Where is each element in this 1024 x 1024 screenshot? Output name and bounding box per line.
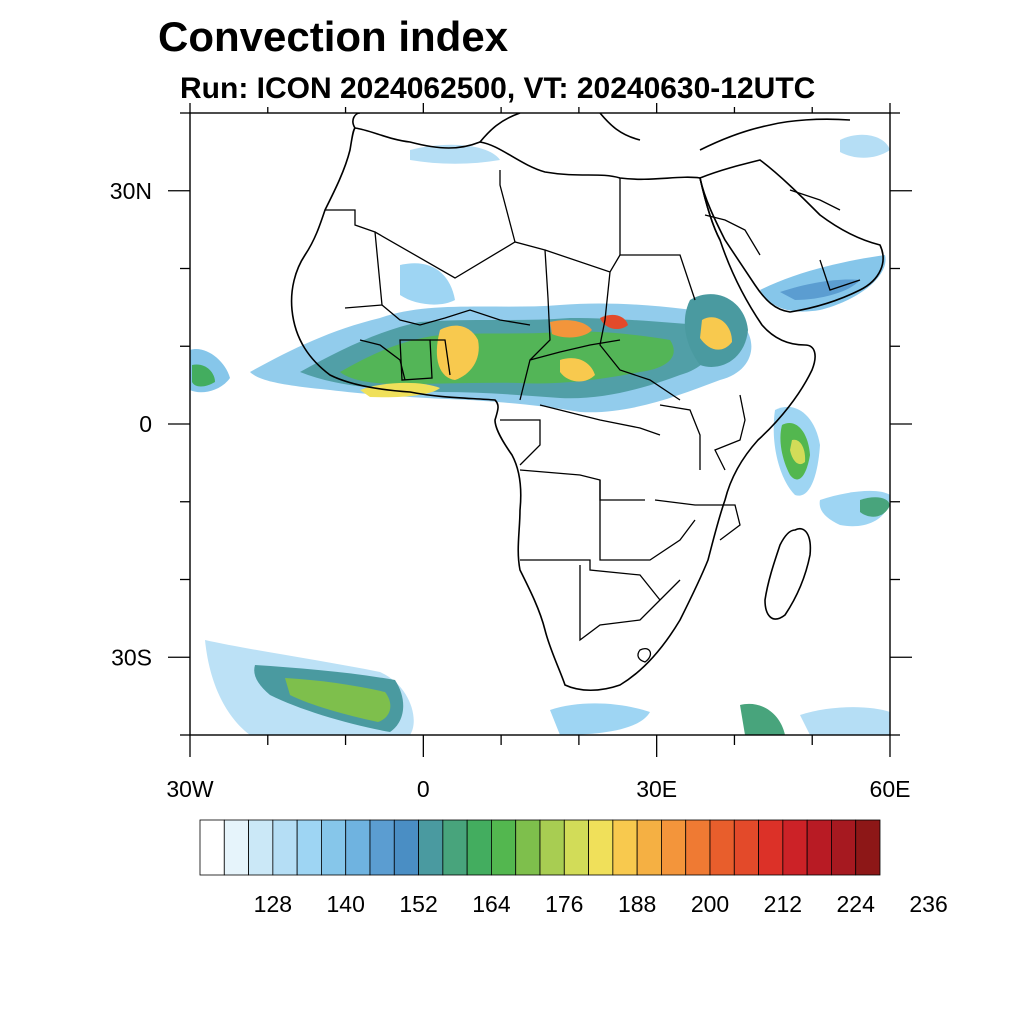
ethiopia-hotspot <box>700 317 732 350</box>
colorbar-swatch <box>588 819 614 876</box>
lat-tick-label: 30S <box>111 644 152 670</box>
border-22 <box>704 214 761 256</box>
europe-coastline <box>352 113 851 151</box>
colorbar-label: 128 <box>254 891 292 917</box>
colorbar <box>199 819 881 876</box>
colorbar-swatch <box>466 819 492 876</box>
colorbar-label: 212 <box>764 891 802 917</box>
border-24 <box>819 259 861 291</box>
border-25 <box>637 648 652 663</box>
med-band <box>410 144 500 164</box>
colorbar-swatch <box>782 819 808 876</box>
country-borders <box>325 170 861 663</box>
colorbar-swatch <box>345 819 371 876</box>
colorbar-swatch <box>442 819 468 876</box>
colorbar-swatch <box>855 819 881 876</box>
colorbar-label: 188 <box>618 891 656 917</box>
colorbar-swatch <box>685 819 711 876</box>
colorbar-label: 164 <box>472 891 511 917</box>
colorbar-label: 224 <box>837 891 876 917</box>
colorbar-swatch <box>199 819 225 876</box>
border-6 <box>519 297 551 401</box>
border-20 <box>579 565 681 642</box>
south-indian-cloud <box>740 703 785 735</box>
border-12 <box>529 339 621 361</box>
chart-subtitle: Run: ICON 2024062500, VT: 20240630-12UTC <box>180 72 816 105</box>
colorbar-swatch <box>491 819 517 876</box>
border-8 <box>381 304 531 326</box>
axis-tick-labels: 30W 0 30E 60E 30N 0 30S <box>110 178 911 802</box>
colorbar-swatch <box>223 819 249 876</box>
colorbar-swatch <box>733 819 759 876</box>
border-23 <box>789 189 841 211</box>
border-19 <box>520 559 661 601</box>
lat-tick-label: 0 <box>139 411 152 437</box>
border-4 <box>619 178 696 301</box>
border-21 <box>654 499 741 541</box>
border-15 <box>714 394 746 471</box>
sahel-hotspot-4 <box>560 358 595 382</box>
lon-tick-label: 30E <box>636 776 677 802</box>
colorbar-label: 140 <box>327 891 365 917</box>
sahel-hotspot-5 <box>600 314 628 330</box>
border-1 <box>325 209 383 309</box>
colorbar-label: 236 <box>909 891 947 917</box>
north-east-cloud <box>840 134 890 158</box>
madagascar-coastline <box>764 528 812 620</box>
east-africa-hot <box>790 439 806 465</box>
colorbar-swatch <box>709 819 735 876</box>
colorbar-swatch <box>515 819 541 876</box>
colorbar-swatch <box>272 819 298 876</box>
border-16 <box>500 419 541 466</box>
colorbar-swatch <box>661 819 687 876</box>
colorbar-swatch <box>612 819 638 876</box>
indian-ocean-core <box>860 497 890 517</box>
border-14 <box>659 404 701 470</box>
border-13 <box>539 404 661 436</box>
colorbar-swatch <box>539 819 565 876</box>
north-band-1 <box>400 263 455 305</box>
colorbar-label: 152 <box>399 891 437 917</box>
colorbar-swatch <box>806 819 832 876</box>
sahel-hotspot-3 <box>550 320 592 338</box>
colorbar-swatch <box>369 819 395 876</box>
border-7 <box>599 271 681 401</box>
arabia-coastline <box>699 159 884 313</box>
south-atlantic-front-core <box>285 678 391 722</box>
border-3 <box>499 170 516 243</box>
border-10 <box>430 339 451 376</box>
coastlines <box>290 113 884 692</box>
colorbar-swatch <box>296 819 322 876</box>
red-sea <box>699 177 721 241</box>
lon-tick-label: 60E <box>870 776 911 802</box>
border-5 <box>544 249 621 273</box>
arabia-core <box>780 279 860 300</box>
colorbar-label: 200 <box>691 891 729 917</box>
colorbar-swatch <box>758 819 784 876</box>
colorbar-label: 176 <box>545 891 583 917</box>
south-ocean-cloud <box>550 703 650 735</box>
colorbar-swatch <box>321 819 347 876</box>
border-17 <box>519 469 645 501</box>
chart-title: Convection index <box>158 13 509 60</box>
lat-tick-label: 30N <box>110 178 152 204</box>
colorbar-swatch <box>418 819 444 876</box>
south-east-cloud <box>800 707 890 735</box>
africa-coastline <box>290 127 816 692</box>
lon-tick-label: 30W <box>166 776 214 802</box>
colorbar-swatch <box>393 819 419 876</box>
colorbar-swatch <box>248 819 274 876</box>
west-atlantic-core <box>192 364 215 387</box>
sahel-hotspot-1 <box>436 325 479 380</box>
colorbar-swatch <box>636 819 662 876</box>
colorbar-swatch <box>831 819 857 876</box>
border-18 <box>599 480 696 561</box>
lon-tick-label: 0 <box>417 776 430 802</box>
colorbar-swatch <box>563 819 589 876</box>
axis-ticks <box>168 103 912 757</box>
colorbar-labels: 128 140 152 164 176 188 200 212 224 236 <box>254 891 948 917</box>
border-11 <box>359 339 406 381</box>
